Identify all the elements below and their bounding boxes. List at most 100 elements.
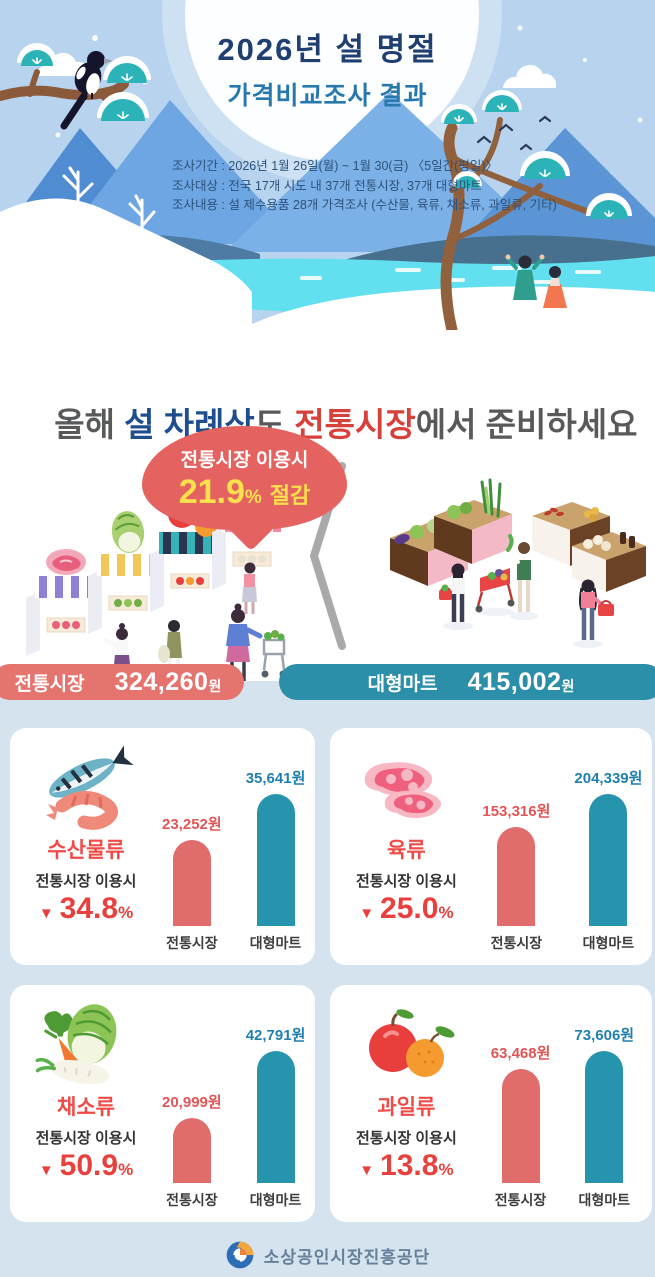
seafood-icon — [28, 742, 144, 832]
total-market-pill: 전통시장 324,260 원 — [0, 664, 244, 700]
discount-value: 50.9 — [59, 1149, 119, 1182]
total-market-unit: 원 — [208, 677, 222, 694]
mart-bar-column: 73,606원 대형마트 — [574, 1024, 634, 1210]
fruits-icon — [351, 999, 461, 1089]
mart-shelves — [390, 478, 646, 592]
discount-unit: % — [438, 903, 454, 922]
category-caption: 전통시장 이용시 — [355, 1130, 457, 1147]
market-bar-value: 20,999원 — [162, 1094, 222, 1111]
orange-icon — [406, 1026, 455, 1077]
card-fruits-chart: 63,468원 전통시장 73,606원 대형마트 — [482, 985, 652, 1222]
market-bar-label: 전통시장 — [166, 935, 218, 951]
mart-bar-label: 대형마트 — [249, 935, 302, 951]
semas-logo-icon — [226, 1241, 254, 1269]
category-name: 채소류 — [57, 1096, 115, 1119]
market-bar — [172, 840, 211, 926]
card-vegetables-chart: 20,999원 전통시장 42,791원 대형마트 — [162, 985, 315, 1222]
discount-unit: % — [118, 903, 134, 922]
footer: 소상공인시장진흥공단 — [0, 1240, 655, 1270]
hero-section: 2026년 설 명절 가격비교조사 결과 조사기간 : 2026년 1월 26일… — [0, 0, 655, 330]
card-seafood-info: 수산물류 전통시장 이용시 ▼ 34.8 % — [10, 728, 162, 965]
market-bar-value: 63,468원 — [490, 1045, 551, 1062]
category-caption: 전통시장 이용시 — [35, 873, 137, 890]
bubble-line2: 21.9% 절감 — [179, 473, 311, 512]
market-comparison-illustration: 전통시장 이용시 21.9% 절감 — [0, 416, 655, 690]
market-bar-column: 63,468원 전통시장 — [491, 1042, 551, 1210]
mart-bar — [256, 794, 295, 926]
discount-badge: ▼ 13.8 % — [359, 1149, 453, 1183]
mart-bar — [585, 1051, 624, 1183]
market-bar — [501, 1069, 540, 1183]
mart-bar-value: 204,339원 — [574, 770, 643, 787]
meat-icon — [351, 742, 461, 832]
winter-scene-illustration — [0, 0, 655, 330]
discount-value: 25.0 — [380, 892, 439, 925]
bare-trees — [62, 166, 156, 258]
down-arrow-icon: ▼ — [359, 905, 375, 922]
category-name: 과일류 — [377, 1096, 436, 1119]
total-mart-pill: 대형마트 415,002 원 — [279, 664, 655, 700]
discount-value: 34.8 — [59, 892, 119, 925]
total-market-label: 전통시장 — [14, 673, 85, 695]
mart-bar-column: 35,641원 대형마트 — [246, 767, 306, 953]
comparison-section: 전통시장 324,260 원 대형마트 415,002 원 — [0, 664, 655, 1277]
cabbage-icon — [111, 511, 145, 553]
bubble-line1: 전통시장 이용시 — [180, 449, 309, 471]
discount-badge: ▼ 50.9 % — [39, 1149, 133, 1183]
category-name: 수산물류 — [47, 839, 125, 862]
mart-bar-column: 204,339원 대형마트 — [574, 767, 642, 953]
market-bar-label: 전통시장 — [166, 1192, 218, 1208]
headline-post: 에서 준비하세요 — [415, 406, 638, 443]
card-fruits: 과일류 전통시장 이용시 ▼ 13.8 % 63,468원 전통시장 — [330, 985, 653, 1222]
market-bar-label: 전통시장 — [494, 1192, 547, 1208]
category-name: 육류 — [387, 839, 426, 862]
mart-bar-value: 73,606원 — [574, 1027, 635, 1044]
market-bar-label: 전통시장 — [490, 935, 543, 951]
card-seafood: 수산물류 전통시장 이용시 ▼ 34.8 % 23,252원 전통시장 — [10, 728, 316, 965]
card-vegetables-info: 채소류 전통시장 이용시 ▼ 50.9 % — [10, 985, 162, 1222]
mart-bar-value: 42,791원 — [245, 1027, 306, 1044]
card-vegetables: 채소류 전통시장 이용시 ▼ 50.9 % 20,999원 전통시장 — [10, 985, 316, 1222]
apple-icon — [369, 1009, 418, 1072]
supermarket-illustration — [390, 478, 646, 648]
pine-foliage — [17, 43, 151, 121]
mart-shoppers — [439, 534, 614, 648]
magpie-icon — [60, 51, 113, 130]
card-meat-info: 육류 전통시장 이용시 ▼ 25.0 % — [330, 728, 482, 965]
down-arrow-icon: ▼ — [38, 1162, 54, 1179]
survey-info: 조사기간 : 2026년 1월 26일(월) ~ 1월 30(금) 〈5일간(평… — [172, 157, 557, 216]
flying-birds — [476, 115, 552, 151]
market-bar — [497, 827, 536, 926]
category-caption: 전통시장 이용시 — [355, 873, 457, 890]
savings-suffix: 절감 — [269, 482, 311, 508]
savings-percent-sign: % — [244, 486, 262, 508]
survey-target: 조사대상 : 전국 17개 시도 내 37개 전통시장, 37개 대형마트 — [172, 178, 482, 193]
survey-content: 조사내용 : 설 제수용품 28개 가격조사 (수산물, 육류, 채소류, 과일… — [172, 198, 557, 212]
cloud-icon — [36, 52, 556, 88]
market-bar-value: 153,316원 — [482, 803, 551, 820]
mart-bar-label: 대형마트 — [582, 935, 635, 951]
discount-unit: % — [438, 1160, 454, 1179]
mart-bar-column: 42,791원 대형마트 — [246, 1024, 306, 1210]
down-arrow-icon: ▼ — [359, 1162, 375, 1179]
mart-bar — [589, 794, 628, 926]
pine-tree — [440, 90, 632, 330]
market-bar-value: 23,252원 — [162, 816, 222, 833]
discount-badge: ▼ 34.8 % — [39, 892, 133, 926]
mart-bar-label: 대형마트 — [578, 1192, 631, 1208]
total-market-value: 324,260 — [114, 667, 209, 696]
footer-org-name: 소상공인시장진흥공단 — [263, 1247, 431, 1267]
hanbok-couple — [505, 254, 567, 308]
card-meat-chart: 153,316원 전통시장 204,339원 대형마트 — [482, 728, 652, 965]
total-mart-unit: 원 — [561, 677, 575, 694]
headline: 올해 설 차례상도 전통시장에서 준비하세요 — [0, 330, 655, 443]
mart-bar-label: 대형마트 — [249, 1192, 302, 1208]
mart-cart-icon — [475, 568, 515, 616]
total-mart-label: 대형마트 — [367, 673, 438, 695]
market-bar — [172, 1118, 211, 1183]
category-cards: 수산물류 전통시장 이용시 ▼ 34.8 % 23,252원 전통시장 — [0, 681, 655, 1222]
discount-badge: ▼ 25.0 % — [359, 892, 453, 926]
savings-percent: 21.9 — [178, 472, 245, 511]
survey-period: 조사기간 : 2026년 1월 26일(월) ~ 1월 30(금) 〈5일간(평… — [172, 159, 499, 173]
